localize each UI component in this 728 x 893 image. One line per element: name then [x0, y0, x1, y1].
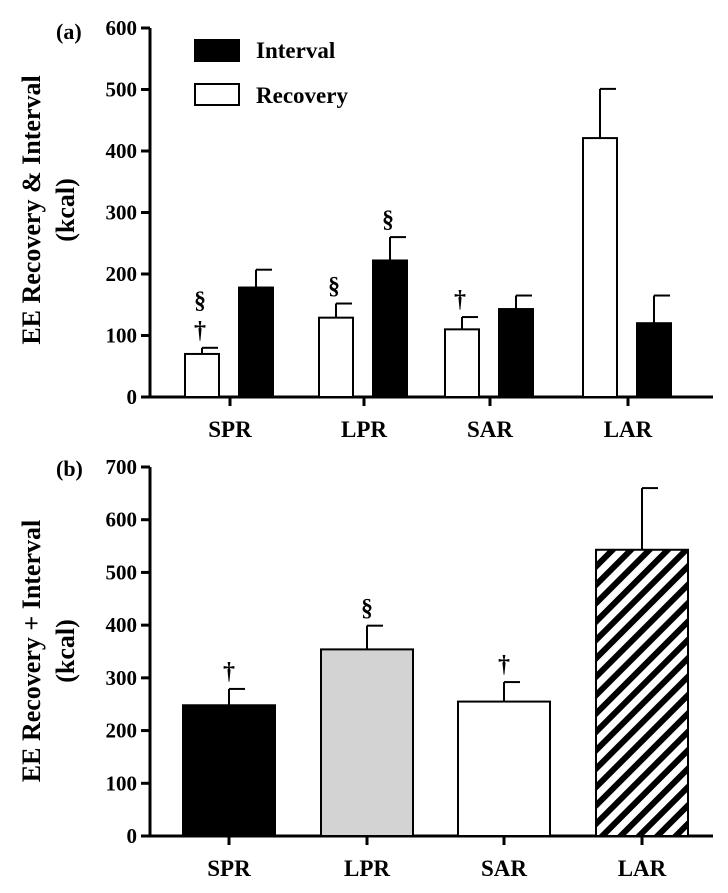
- legend-swatch-recovery: [194, 83, 240, 106]
- bar-recovery-spr: [184, 352, 220, 399]
- bar-interval-sar: [498, 308, 534, 398]
- significance-marker: §: [328, 274, 340, 300]
- bar-total-lar: [595, 548, 689, 837]
- panel-a-y-tick-label: 400: [106, 139, 138, 163]
- legend-label-interval: Interval: [256, 38, 335, 63]
- panel-b-y-tick-label: 400: [106, 613, 138, 637]
- significance-marker: §: [382, 207, 394, 233]
- legend-swatch-interval: [194, 39, 240, 62]
- panel-a-y-tick-label: 0: [127, 385, 138, 409]
- panel-a-x-tick-label: SAR: [467, 417, 513, 442]
- bar-recovery-lpr: [318, 316, 354, 399]
- panel-b-y-tick-label: 100: [106, 771, 138, 795]
- panel-b-plot: 0 100 200 300 400 500 600 700 SPR LPR SAR LAR † § †: [106, 455, 713, 881]
- panel-b-y-tick-label: 300: [106, 666, 138, 690]
- panel-a-plot: 0 100 200 300 400 500 600 SPR LPR SAR LAR † § § § †: [106, 16, 713, 442]
- bar-recovery-lar: [582, 137, 618, 399]
- panel-b-y-tick-label: 700: [106, 455, 138, 479]
- panel-a-y-tick-label: 200: [106, 262, 138, 286]
- panel-a-x-tick-label: LPR: [341, 417, 387, 442]
- panel-a-y-tick-label: 600: [106, 16, 138, 40]
- panel-b-y-tick-label: 600: [106, 508, 138, 532]
- panel-a-y-tick-label: 300: [106, 201, 138, 225]
- panel-a-label: (a): [56, 19, 82, 44]
- panel-a-x-tick-label: LAR: [604, 417, 653, 442]
- panel-b-y-tick-label: 500: [106, 560, 138, 584]
- significance-marker: †: [454, 287, 466, 313]
- bar-total-sar: [457, 700, 551, 837]
- panel-b-x-tick-label: SPR: [207, 856, 251, 881]
- bar-interval-lar: [636, 322, 672, 399]
- panel-b-label: (b): [56, 456, 83, 481]
- panel-b-x-tick-label: LAR: [618, 856, 667, 881]
- significance-marker: †: [194, 318, 206, 344]
- bar-interval-spr: [238, 286, 274, 398]
- legend-label-recovery: Recovery: [256, 83, 348, 108]
- panel-b-x-tick-label: LPR: [344, 856, 390, 881]
- panel-b-ylabel-line2: (kcal): [51, 619, 80, 683]
- bar-interval-lpr: [372, 259, 408, 398]
- significance-marker: †: [223, 659, 235, 685]
- panel-a-y-tick-label: 100: [106, 324, 138, 348]
- bar-recovery-sar: [444, 328, 480, 399]
- panel-b-y-tick-label: 0: [127, 824, 138, 848]
- bar-total-lpr: [320, 648, 414, 837]
- panel-a-x-tick-label: SPR: [208, 417, 252, 442]
- significance-marker: †: [498, 652, 510, 678]
- panel-a-ylabel-line2: (kcal): [51, 178, 80, 242]
- bar-total-spr: [182, 704, 276, 837]
- panel-b-ylabel-line1: EE Recovery + Interval: [17, 520, 46, 782]
- significance-marker: §: [194, 288, 206, 314]
- panel-a-ylabel-line1: EE Recovery & Interval: [17, 75, 46, 344]
- panel-b-y-tick-label: 200: [106, 719, 138, 743]
- significance-marker: §: [361, 596, 373, 622]
- panel-a-y-tick-label: 500: [106, 78, 138, 102]
- panel-b-x-tick-label: SAR: [481, 856, 527, 881]
